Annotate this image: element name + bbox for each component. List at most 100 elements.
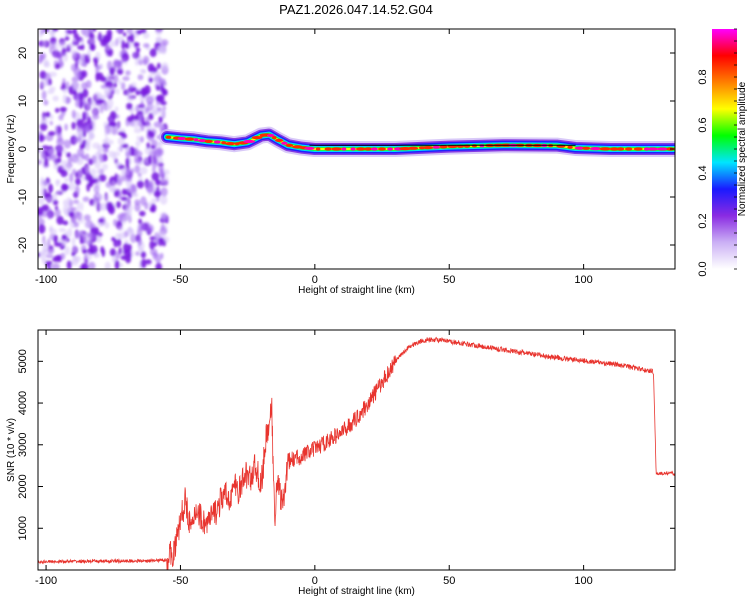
noise-blob: [41, 145, 49, 150]
noise-blob: [138, 113, 142, 121]
noise-blob: [58, 114, 64, 121]
noise-blob: [90, 168, 97, 177]
noise-blob: [89, 245, 93, 254]
noise-blob: [59, 106, 67, 112]
y-axis-label: Frequency (Hz): [6, 115, 17, 184]
x-tick-label: 50: [443, 575, 455, 587]
noise-blob: [148, 77, 153, 83]
noise-blob: [128, 84, 134, 89]
noise-blob: [80, 263, 89, 269]
noise-blob: [61, 234, 67, 240]
noise-blob: [130, 233, 137, 243]
noise-blob: [81, 82, 88, 90]
noise-blob: [117, 238, 122, 247]
noise-blob: [149, 131, 155, 138]
noise-blob: [72, 51, 76, 61]
noise-blob: [134, 159, 142, 164]
signal-peak: [341, 147, 347, 151]
noise-blob: [133, 127, 142, 134]
noise-blob: [153, 190, 162, 198]
colorbar-tick-label: 0.4: [697, 165, 709, 180]
noise-blob: [76, 201, 81, 212]
noise-blob: [108, 121, 116, 127]
noise-blob: [121, 188, 128, 196]
noise-blob: [85, 239, 91, 246]
noise-blob: [52, 95, 59, 102]
noise-blob: [85, 165, 91, 174]
noise-blob: [39, 29, 45, 32]
noise-blob: [101, 163, 109, 171]
noise-blob: [96, 180, 101, 187]
noise-blob: [72, 81, 79, 90]
noise-blob: [111, 236, 116, 242]
noise-blob: [125, 70, 131, 76]
noise-blob: [132, 86, 137, 92]
noise-blob: [130, 183, 136, 193]
noise-blob: [84, 173, 93, 181]
noise-blob: [40, 79, 48, 88]
noise-blob: [48, 148, 56, 156]
noise-blob: [136, 47, 141, 53]
noise-blob: [138, 177, 144, 182]
y-tick-label: -10: [17, 189, 29, 205]
x-tick-label: 50: [443, 274, 455, 286]
noise-blob: [134, 164, 141, 174]
noise-blob: [158, 237, 164, 243]
noise-blob: [73, 67, 82, 77]
signal-peak: [193, 138, 199, 142]
noise-blob: [155, 29, 163, 36]
noise-blob: [86, 183, 91, 192]
x-axis-label: Height of straight line (km): [298, 586, 415, 597]
noise-blob: [83, 254, 88, 264]
noise-blob: [63, 139, 72, 149]
noise-blob: [39, 151, 46, 161]
noise-blob: [143, 156, 148, 163]
noise-blob: [140, 166, 148, 175]
signal-peak: [304, 146, 315, 150]
noise-blob: [64, 246, 71, 256]
noise-blob: [53, 162, 59, 170]
noise-blob: [139, 136, 144, 143]
noise-blob: [143, 43, 150, 48]
noise-blob: [77, 170, 83, 178]
signal-peak: [387, 147, 394, 151]
noise-blob: [104, 261, 111, 269]
noise-blob: [119, 262, 124, 268]
signal-peak: [647, 147, 659, 151]
noise-blob: [76, 125, 84, 133]
x-axis-label: Height of straight line (km): [298, 285, 415, 296]
noise-blob: [144, 259, 152, 265]
noise-blob: [71, 237, 76, 246]
noise-blob: [113, 59, 120, 67]
noise-blob: [48, 78, 52, 86]
noise-blob: [92, 142, 101, 149]
noise-blob: [107, 98, 114, 109]
noise-blob: [56, 157, 62, 164]
colorbar: 0.0 0.2 0.4 0.6 0.8 Normalized spectral ampli…: [697, 28, 748, 277]
noise-blob: [106, 72, 113, 83]
signal-peak: [331, 147, 342, 151]
signal-peak: [378, 147, 386, 151]
noise-blob: [44, 248, 52, 255]
noise-speckles: [38, 29, 170, 269]
noise-blob: [123, 249, 130, 256]
noise-blob: [135, 251, 140, 256]
noise-blob: [62, 88, 68, 94]
noise-blob: [38, 207, 44, 216]
noise-blob: [56, 189, 60, 195]
noise-blob: [42, 116, 48, 121]
noise-blob: [38, 195, 45, 205]
noise-blob: [68, 211, 75, 218]
noise-blob: [151, 172, 160, 181]
noise-blob: [96, 72, 104, 80]
noise-blob: [54, 208, 61, 218]
noise-blob: [125, 176, 130, 182]
noise-blob: [136, 135, 140, 141]
noise-blob: [138, 221, 146, 231]
noise-blob: [38, 224, 46, 234]
noise-blob: [137, 74, 144, 81]
noise-blob: [38, 159, 43, 165]
noise-blob: [151, 110, 159, 116]
noise-blob: [67, 182, 76, 191]
noise-blob: [160, 252, 164, 260]
